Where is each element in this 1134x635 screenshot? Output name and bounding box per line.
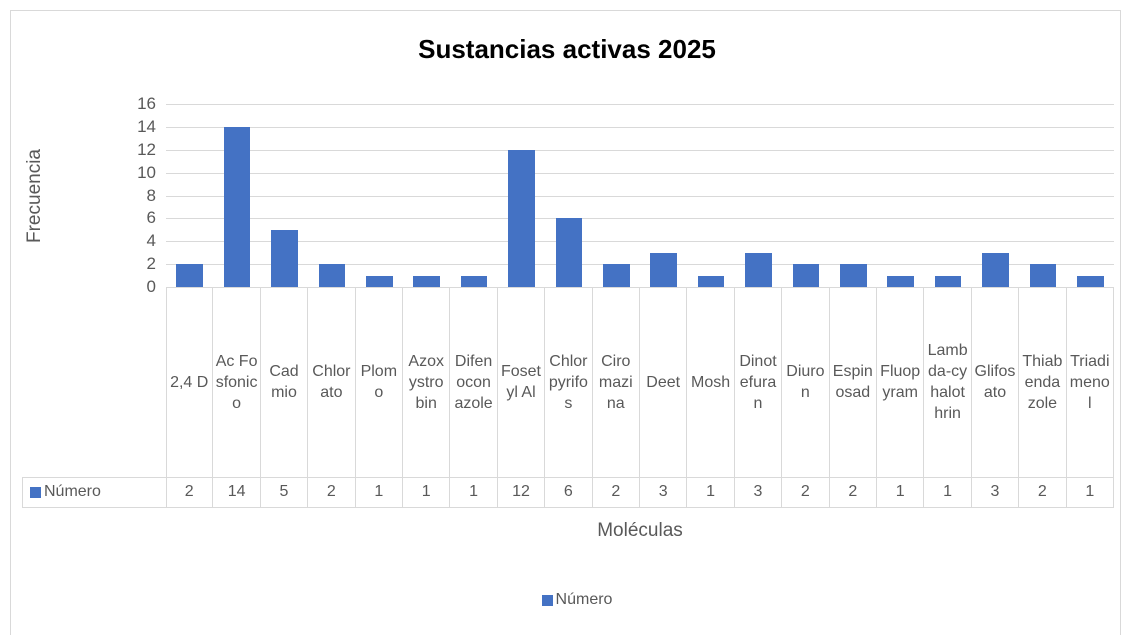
table-value: 1 (877, 477, 925, 507)
table-value: 2 (308, 477, 356, 507)
x-tick-label: Dinotefuran (735, 287, 783, 477)
x-tick-label: Fosetyl Al (498, 287, 546, 477)
bar (366, 275, 393, 287)
bar (1029, 264, 1057, 287)
x-tick-label: Difenoconazole (450, 287, 498, 477)
table-border (166, 287, 167, 507)
x-tick-label: Fluopyram (877, 287, 925, 477)
bar (650, 252, 677, 287)
grid-line (166, 195, 1114, 197)
table-value: 2 (166, 477, 214, 507)
x-tick-label: Ciromazina (593, 287, 640, 477)
table-value: 2 (830, 477, 877, 507)
table-value: 2 (1019, 477, 1067, 507)
grid-line (166, 104, 1114, 105)
y-tick-label: 14 (137, 116, 156, 136)
chart-frame (10, 10, 1121, 635)
grid-line (166, 264, 1114, 266)
x-tick-label: Lambda-cyhalothrin (924, 287, 972, 477)
bar (982, 252, 1009, 287)
x-tick-label: Glifosato (972, 287, 1020, 477)
bar (508, 149, 535, 287)
y-tick-label: 6 (146, 208, 156, 228)
bar (176, 264, 203, 287)
x-tick-label: 2,4 D (166, 287, 214, 477)
y-tick-label: 4 (146, 231, 156, 251)
x-tick-label: Mosh (687, 287, 735, 477)
x-axis-title: Moléculas (597, 520, 683, 541)
table-value: 2 (782, 477, 830, 507)
bar (745, 252, 772, 287)
x-tick-label: Plomo (356, 287, 403, 477)
table-value: 2 (593, 477, 640, 507)
table-value: 1 (450, 477, 498, 507)
y-tick-label: 2 (146, 254, 156, 274)
x-tick-label: Chlorpyrifos (545, 287, 593, 477)
y-axis-title: Frecuencia (24, 149, 45, 243)
bar (603, 264, 630, 287)
legend-key (30, 486, 41, 498)
table-value: 1 (687, 477, 735, 507)
table-border (22, 477, 23, 507)
bar (840, 264, 867, 287)
legend: Número (0, 591, 1134, 609)
bar (271, 229, 298, 287)
legend-label: Número (44, 483, 101, 500)
table-legend: Número (30, 483, 101, 501)
grid-line (166, 172, 1114, 174)
table-value: 3 (735, 477, 783, 507)
table-value: 1 (356, 477, 403, 507)
bar (1077, 275, 1104, 287)
bar (555, 218, 583, 287)
table-value: 3 (640, 477, 688, 507)
x-tick-label: Deet (640, 287, 688, 477)
y-tick-label: 8 (146, 185, 156, 205)
y-tick-label: 10 (137, 162, 156, 182)
grid-line (166, 218, 1114, 220)
bar (887, 275, 914, 287)
x-tick-label: Diuron (782, 287, 830, 477)
grid-line (166, 126, 1114, 128)
bar (223, 126, 251, 287)
bar (934, 275, 962, 287)
bar (792, 264, 820, 287)
legend-label: Número (555, 591, 613, 608)
table-value: 1 (403, 477, 451, 507)
table-value: 5 (261, 477, 309, 507)
grid-line (166, 287, 1114, 288)
x-tick-label: Azoxystrobin (403, 287, 451, 477)
x-tick-label: Espinosad (830, 287, 877, 477)
x-tick-label: Triadimenol (1067, 287, 1114, 477)
bar (460, 275, 488, 287)
x-tick-label: Cadmio (261, 287, 309, 477)
x-tick-label: Ac Fosfonico (213, 287, 261, 477)
table-border (22, 507, 1114, 508)
x-tick-label: Thiabendazole (1019, 287, 1067, 477)
bar (413, 275, 440, 287)
grid-line (166, 241, 1114, 243)
table-border (22, 477, 1114, 478)
table-value: 1 (924, 477, 972, 507)
y-tick-label: 12 (137, 139, 156, 159)
y-tick-label: 0 (146, 277, 156, 296)
table-value: 1 (1067, 477, 1114, 507)
table-value: 6 (545, 477, 593, 507)
chart-title: Sustancias activas 2025 (418, 34, 716, 64)
bar (697, 275, 725, 287)
table-value: 14 (213, 477, 261, 507)
table-value: 12 (498, 477, 546, 507)
x-tick-label: Chlorato (308, 287, 356, 477)
legend-key (541, 594, 553, 606)
y-tick-label: 16 (137, 94, 156, 113)
table-value: 3 (972, 477, 1020, 507)
bar (318, 264, 346, 287)
grid-line (166, 149, 1114, 151)
